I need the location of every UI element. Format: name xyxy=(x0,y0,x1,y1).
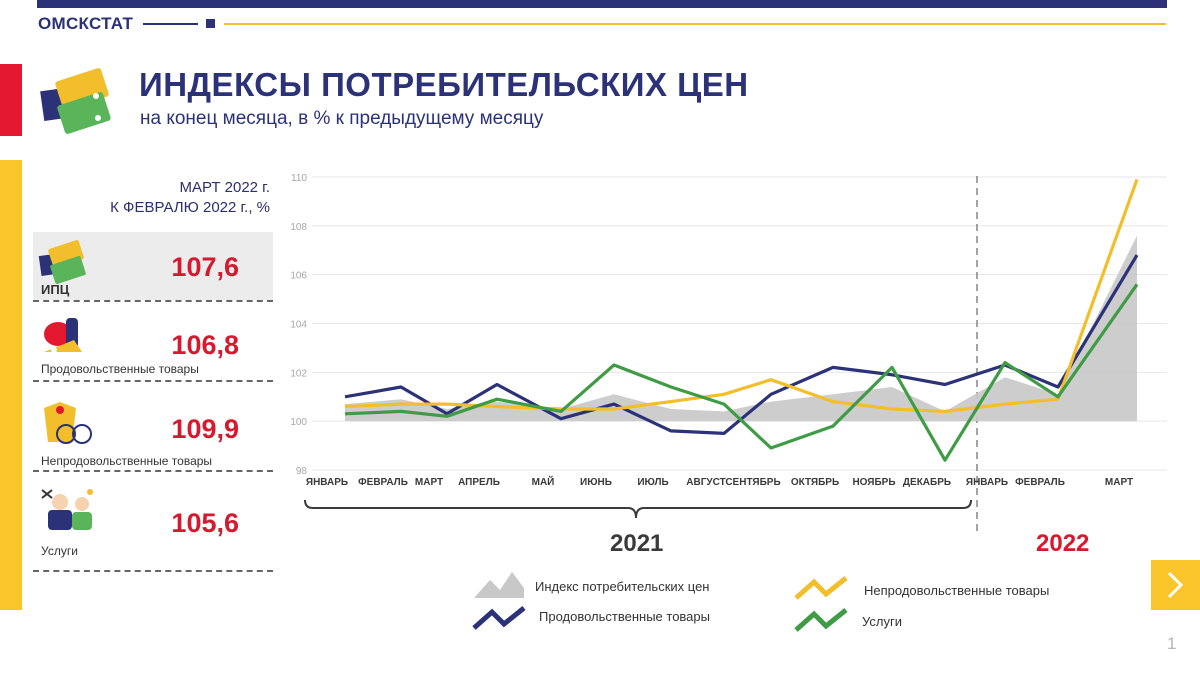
legend-label-food: Продовольственные товары xyxy=(539,609,710,624)
page-subtitle: на конец месяца, в % к предыдущему месяц… xyxy=(140,108,544,129)
x-tick-label: НОЯБРЬ xyxy=(852,477,895,488)
brand-name: ОМСКСТАТ xyxy=(38,14,134,33)
brand-divider xyxy=(143,23,198,25)
panel-heading: МАРТ 2022 г. К ФЕВРАЛЮ 2022 г., % xyxy=(60,178,270,218)
legend-swatches-right xyxy=(794,576,848,632)
x-tick-label: ЯНВАРЬ xyxy=(306,477,348,488)
price-tags-icon xyxy=(40,68,111,134)
food-icon xyxy=(44,318,82,353)
stat-label: ИПЦ xyxy=(41,282,70,297)
gold-accent-tab xyxy=(0,160,22,610)
legend-label-services: Услуги xyxy=(862,614,902,629)
x-tick-label: АВГУСТ xyxy=(686,477,725,488)
legend-swatch-services xyxy=(794,608,848,632)
services-icon xyxy=(41,489,93,530)
price-tags-icon xyxy=(38,240,86,284)
x-tick-label: АПРЕЛЬ xyxy=(458,477,500,488)
series-line-nonfood xyxy=(344,178,1139,413)
divider xyxy=(33,570,273,572)
x-tick-label: МАЙ xyxy=(532,475,555,488)
x-tick-label: МАРТ xyxy=(415,477,443,488)
stat-label: Продовольственные товары xyxy=(41,362,199,376)
divider xyxy=(33,470,273,472)
year-label-2021: 2021 xyxy=(610,530,664,557)
series-line-services xyxy=(344,283,1139,462)
y-tick-label: 110 xyxy=(291,173,307,184)
legend-swatch-food xyxy=(472,606,526,630)
next-slide-button[interactable] xyxy=(1151,560,1200,610)
y-tick-label: 106 xyxy=(290,271,307,282)
stat-row-services: Услуги 105,6 xyxy=(33,480,273,568)
x-tick-label: СЕНТЯБРЬ xyxy=(725,477,780,488)
stat-row-cpi: ИПЦ 107,6 xyxy=(33,232,273,300)
legend-label-cpi: Индекс потребительских цен xyxy=(535,579,710,594)
chart-series xyxy=(344,178,1139,462)
header-gold-line xyxy=(224,23,1166,25)
year-brace-2021 xyxy=(304,499,972,519)
x-tick-label: ФЕВРАЛЬ xyxy=(358,477,408,488)
legend-swatch-cpi xyxy=(474,572,524,598)
divider xyxy=(33,300,273,302)
top-bar xyxy=(37,0,1167,8)
x-tick-label: ОКТЯБРЬ xyxy=(791,477,839,488)
stat-value: 105,6 xyxy=(171,508,239,538)
x-tick-label: ЯНВАРЬ xyxy=(966,477,1008,488)
panel-heading-line2: К ФЕВРАЛЮ 2022 г., % xyxy=(110,199,270,216)
x-tick-label: ИЮЛЬ xyxy=(637,477,668,488)
red-accent-tab xyxy=(0,64,22,136)
y-tick-label: 100 xyxy=(290,417,307,428)
x-tick-label: ИЮНЬ xyxy=(580,477,612,488)
goods-icon xyxy=(44,402,92,444)
legend-swatch-nonfood xyxy=(794,576,848,600)
y-tick-label: 104 xyxy=(290,320,307,331)
y-tick-label: 98 xyxy=(296,466,308,477)
y-tick-label: 108 xyxy=(290,222,307,233)
stat-value: 109,9 xyxy=(171,414,239,444)
divider xyxy=(33,380,273,382)
stat-value: 107,6 xyxy=(171,252,239,282)
x-tick-label: МАРТ xyxy=(1105,477,1133,488)
x-tick-label: ДЕКАБРЬ xyxy=(903,477,951,488)
page-number: 1 xyxy=(1167,634,1177,653)
stat-label: Услуги xyxy=(41,544,78,558)
brand-square xyxy=(206,19,215,28)
year-label-2022: 2022 xyxy=(1036,530,1090,557)
stat-row-nonfood: Непродовольственные товары 109,9 xyxy=(33,392,273,468)
x-tick-label: ФЕВРАЛЬ xyxy=(1015,477,1065,488)
y-tick-label: 102 xyxy=(290,368,307,379)
chevron-right-icon xyxy=(1167,571,1184,599)
page-title: ИНДЕКСЫ ПОТРЕБИТЕЛЬСКИХ ЦЕН xyxy=(139,66,749,103)
series-area-cpi xyxy=(345,235,1137,422)
stat-value: 106,8 xyxy=(171,330,239,360)
stat-label: Непродовольственные товары xyxy=(41,454,213,468)
legend-label-nonfood: Непродовольственные товары xyxy=(864,583,1050,598)
chart-axis: ЯНВАРЬ ФЕВРАЛЬ МАРТ АПРЕЛЬ МАЙ ИЮНЬ ИЮЛЬ АВГУСТ… xyxy=(304,475,1133,519)
legend-swatches-left xyxy=(472,572,526,630)
stat-row-food: Продовольственные товары 106,8 xyxy=(33,310,273,380)
panel-heading-line1: МАРТ 2022 г. xyxy=(179,179,270,196)
